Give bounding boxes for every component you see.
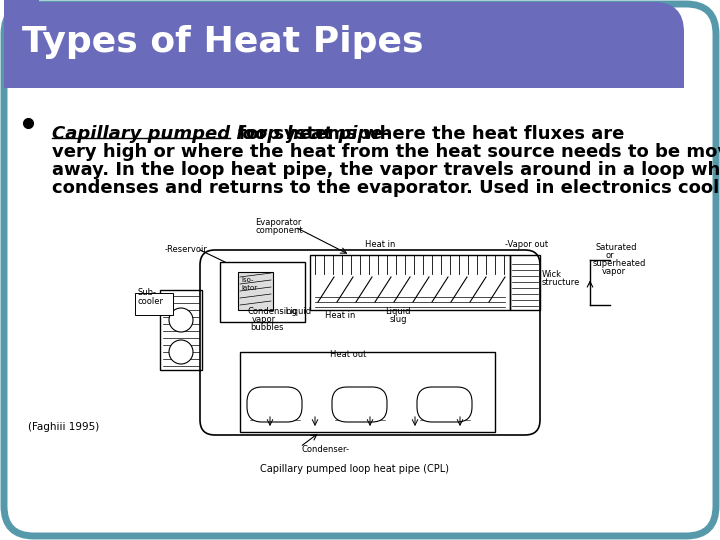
Circle shape bbox=[169, 340, 193, 364]
FancyBboxPatch shape bbox=[247, 387, 302, 422]
Bar bbox=[510, 255, 540, 310]
Text: very high or where the heat from the heat source needs to be moved far: very high or where the heat from the hea… bbox=[52, 143, 720, 161]
Bar bbox=[10, 89, 710, 93]
Bar bbox=[240, 352, 495, 432]
Text: Sub-: Sub- bbox=[138, 288, 157, 297]
Bar bbox=[238, 272, 273, 310]
Bar bbox=[220, 262, 305, 322]
FancyBboxPatch shape bbox=[332, 387, 387, 422]
Circle shape bbox=[169, 308, 193, 332]
Bar bbox=[4, 0, 39, 88]
FancyBboxPatch shape bbox=[417, 387, 472, 422]
Text: Capillary pumped loop heat pipe-: Capillary pumped loop heat pipe- bbox=[52, 125, 390, 143]
Text: Condenser-: Condenser- bbox=[302, 445, 350, 454]
Text: - Liquid: - Liquid bbox=[280, 307, 311, 316]
Bar bbox=[310, 255, 510, 310]
Text: vapor: vapor bbox=[252, 315, 276, 324]
Text: Wick: Wick bbox=[542, 270, 562, 279]
FancyBboxPatch shape bbox=[4, 4, 716, 536]
Text: Condensing: Condensing bbox=[248, 307, 298, 316]
Bar bbox=[4, 30, 684, 88]
Text: bubbles: bubbles bbox=[250, 323, 284, 332]
Text: superheated: superheated bbox=[593, 259, 647, 268]
Text: Heat in: Heat in bbox=[365, 240, 395, 249]
Text: Saturated: Saturated bbox=[595, 243, 636, 252]
Text: Types of Heat Pipes: Types of Heat Pipes bbox=[22, 25, 423, 59]
Text: or: or bbox=[605, 251, 613, 260]
Text: cooler: cooler bbox=[138, 297, 164, 306]
Text: condenses and returns to the evaporator. Used in electronics cooling.: condenses and returns to the evaporator.… bbox=[52, 179, 720, 197]
Text: -Reservoir: -Reservoir bbox=[165, 245, 208, 254]
Text: (Faghiii 1995): (Faghiii 1995) bbox=[28, 422, 99, 432]
Text: vapor: vapor bbox=[602, 267, 626, 276]
Bar bbox=[135, 293, 173, 315]
FancyBboxPatch shape bbox=[4, 2, 684, 88]
Bar bbox=[160, 290, 202, 370]
Text: Evaporator: Evaporator bbox=[255, 218, 302, 227]
Text: structure: structure bbox=[542, 278, 580, 287]
Text: component: component bbox=[255, 226, 302, 235]
Text: Heat out: Heat out bbox=[330, 350, 366, 359]
Text: away. In the loop heat pipe, the vapor travels around in a loop where it: away. In the loop heat pipe, the vapor t… bbox=[52, 161, 720, 179]
Text: for systems where the heat fluxes are: for systems where the heat fluxes are bbox=[232, 125, 624, 143]
Text: slug: slug bbox=[390, 315, 408, 324]
Text: Capillary pumped loop heat pipe (CPL): Capillary pumped loop heat pipe (CPL) bbox=[260, 464, 449, 474]
Text: Liquid: Liquid bbox=[385, 307, 410, 316]
Text: Heat in: Heat in bbox=[325, 311, 356, 320]
Text: lator: lator bbox=[241, 285, 257, 291]
Text: Iso-: Iso- bbox=[241, 277, 253, 283]
Text: -Vapor out: -Vapor out bbox=[505, 240, 548, 249]
